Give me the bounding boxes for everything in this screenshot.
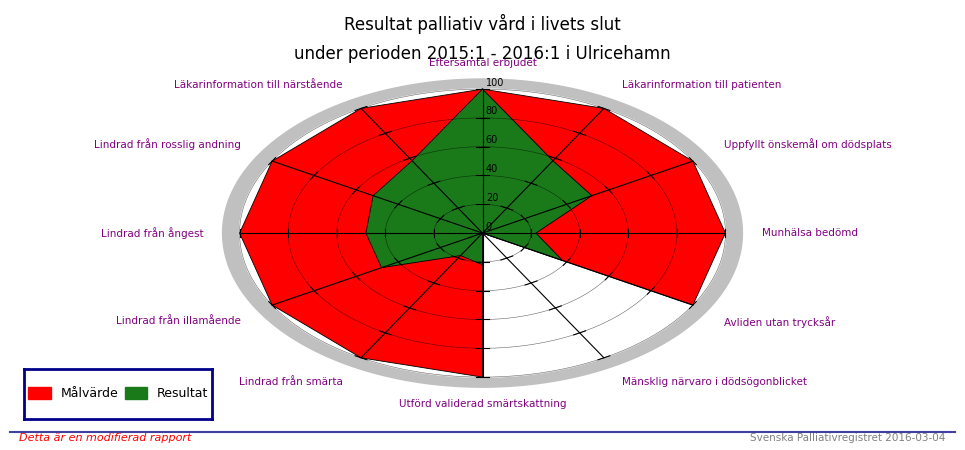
Text: Svenska Palliativregistret 2016-03-04: Svenska Palliativregistret 2016-03-04 (751, 433, 946, 443)
Text: Lindrad från illamående: Lindrad från illamående (116, 316, 240, 326)
Text: Lindrad från smärta: Lindrad från smärta (239, 377, 343, 387)
Polygon shape (223, 79, 742, 387)
Text: 0: 0 (485, 222, 492, 232)
Text: Detta är en modifierad rapport: Detta är en modifierad rapport (19, 433, 192, 443)
Text: Mänsklig närvaro i dödsögonblicket: Mänsklig närvaro i dödsögonblicket (622, 377, 807, 387)
Polygon shape (239, 89, 726, 377)
Text: 20: 20 (485, 193, 498, 203)
Text: Utförd validerad smärtskattning: Utförd validerad smärtskattning (399, 399, 566, 409)
Text: Lindrad från rosslig andning: Lindrad från rosslig andning (94, 139, 240, 150)
Text: 80: 80 (485, 107, 498, 117)
Text: Munhälsa bedömd: Munhälsa bedömd (761, 228, 858, 238)
Polygon shape (239, 89, 726, 377)
Text: under perioden 2015:1 - 2016:1 i Ulricehamn: under perioden 2015:1 - 2016:1 i Ulriceh… (294, 45, 671, 63)
Text: Läkarinformation till närstående: Läkarinformation till närstående (175, 80, 343, 90)
Text: Avliden utan trycksår: Avliden utan trycksår (725, 316, 836, 328)
Polygon shape (366, 89, 592, 268)
Text: 40: 40 (485, 164, 498, 174)
Text: 100: 100 (485, 78, 504, 88)
Text: Läkarinformation till patienten: Läkarinformation till patienten (622, 80, 782, 90)
Text: Uppfyllt önskemål om dödsplats: Uppfyllt önskemål om dödsplats (725, 139, 893, 150)
Legend: Målvärde, Resultat: Målvärde, Resultat (28, 387, 208, 400)
Text: 60: 60 (485, 135, 498, 145)
Text: Eftersamtal erbjudet: Eftersamtal erbjudet (428, 58, 537, 68)
Text: Resultat palliativ vård i livets slut: Resultat palliativ vård i livets slut (345, 14, 620, 34)
Text: Lindrad från ångest: Lindrad från ångest (100, 227, 204, 239)
